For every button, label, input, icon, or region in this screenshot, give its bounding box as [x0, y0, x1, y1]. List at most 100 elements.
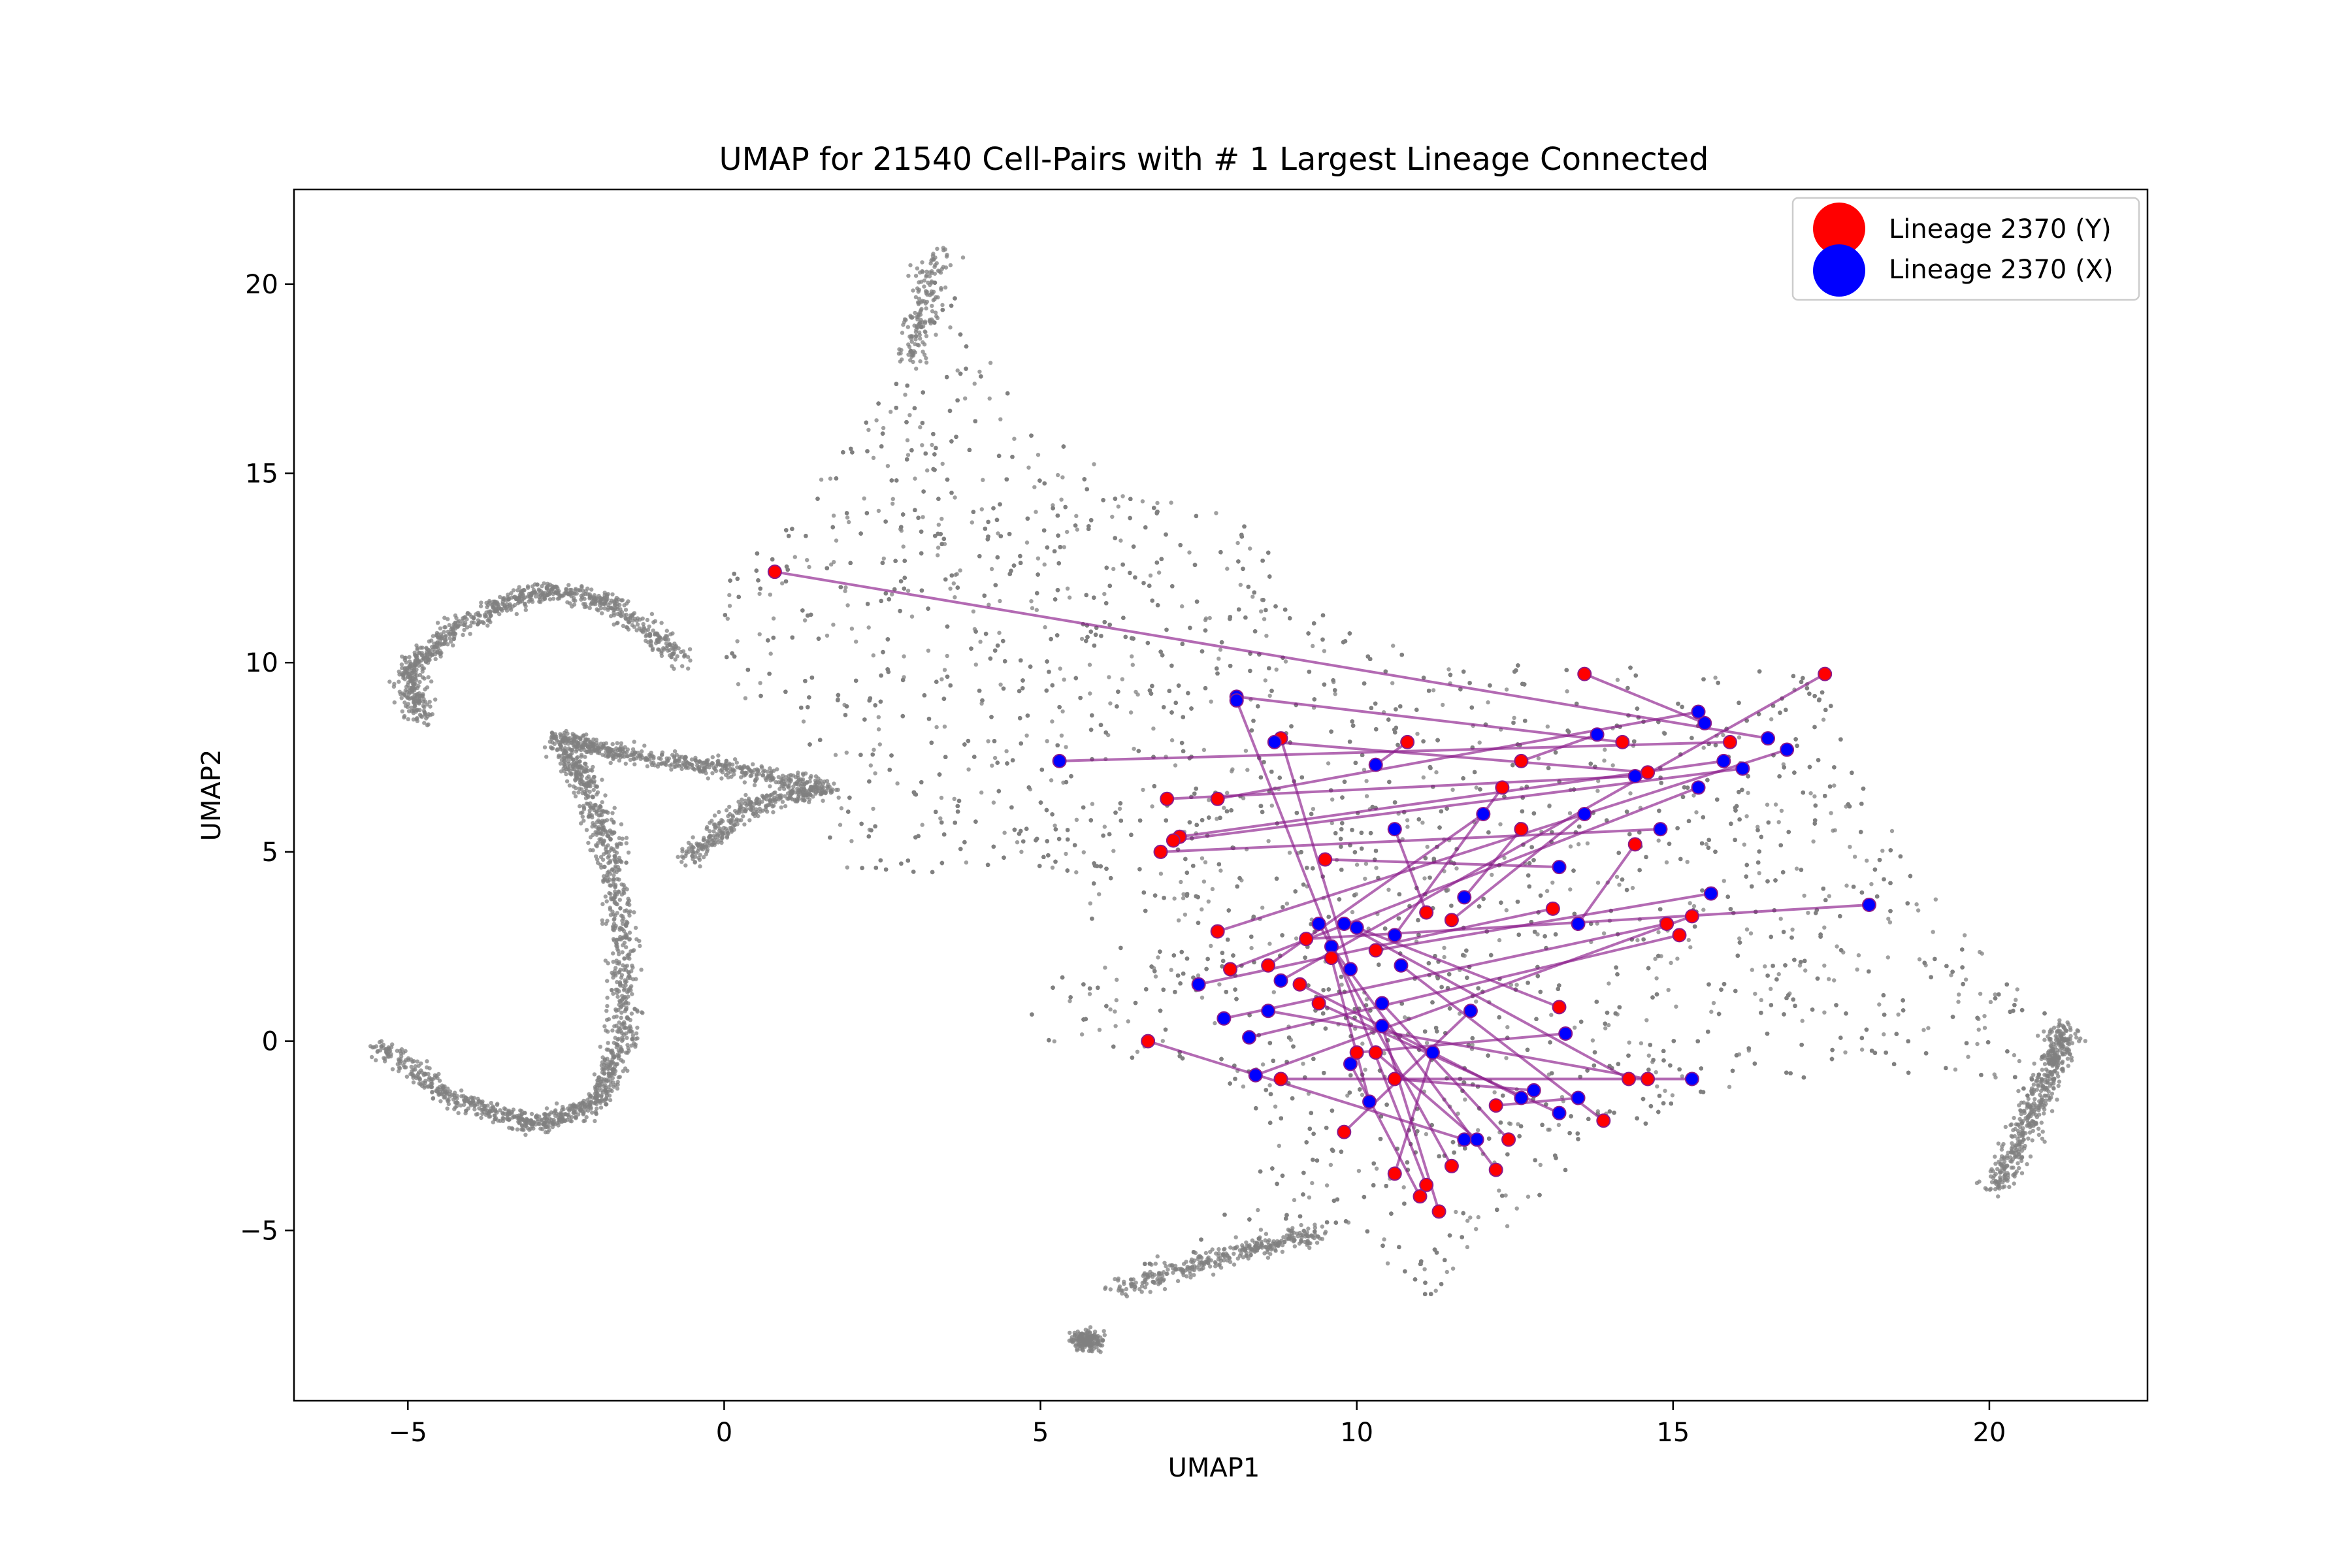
background-cell-point: [725, 616, 730, 621]
background-cell-point: [1092, 462, 1096, 466]
background-cell-point: [1273, 1104, 1278, 1109]
background-cell-point: [1160, 1039, 1166, 1043]
background-cell-point: [1709, 1009, 1714, 1014]
background-cell-point: [1993, 1075, 1998, 1080]
background-cell-point: [1465, 1245, 1470, 1250]
background-cell-point: [1424, 1132, 1429, 1137]
background-cell-point: [2012, 1053, 2017, 1058]
background-cell-point: [1209, 699, 1213, 704]
background-cell-point: [849, 627, 855, 631]
background-cell-point: [871, 653, 876, 658]
background-cell-point: [1422, 876, 1427, 881]
background-cell-point: [845, 515, 850, 520]
background-cell-point: [907, 413, 912, 417]
background-cell-point: [1549, 1013, 1554, 1017]
background-cell-point: [872, 747, 876, 752]
background-cell-point: [1490, 872, 1494, 877]
background-cell-point: [1267, 941, 1272, 946]
background-cell-point: [1120, 494, 1125, 498]
background-cell-point: [1454, 1209, 1458, 1215]
background-cell-point: [1975, 1041, 1980, 1047]
background-cell-point: [1776, 820, 1781, 825]
background-cell-point: [1065, 586, 1070, 591]
background-cell-point: [1565, 689, 1569, 694]
background-cell-point: [921, 515, 925, 519]
background-cell-point: [890, 497, 896, 501]
background-cell-point: [1492, 1090, 1497, 1095]
background-cell-point: [1538, 1162, 1543, 1168]
background-cell-point: [1081, 850, 1086, 855]
background-cell-point: [1043, 625, 1047, 630]
background-cell-point: [1217, 657, 1221, 661]
background-cell-point: [1364, 794, 1369, 798]
background-cell-point: [1993, 992, 1997, 997]
background-cell-point: [1140, 499, 1145, 504]
background-cell-point: [1201, 747, 1207, 753]
background-cell-point: [1474, 999, 1478, 1004]
background-cell-point: [1415, 732, 1420, 736]
background-cell-point: [1688, 945, 1693, 950]
background-cell-point: [1454, 866, 1459, 871]
background-cell-point: [1155, 500, 1160, 506]
background-cell-point: [1117, 806, 1122, 811]
background-cell-point: [1685, 860, 1690, 864]
background-cell-point: [1844, 883, 1849, 888]
background-cell-point: [1504, 908, 1509, 913]
background-cell-point: [1821, 717, 1826, 722]
background-cell-point: [1425, 844, 1429, 849]
background-cell-point: [1210, 887, 1215, 892]
background-cell-point: [1744, 814, 1749, 819]
background-cell-point: [972, 382, 977, 386]
background-cell-point: [1694, 810, 1699, 815]
background-cell-point: [1150, 804, 1154, 809]
background-cell-point: [1345, 1093, 1350, 1098]
background-cell-point: [828, 476, 833, 481]
background-cell-point: [1535, 932, 1540, 937]
background-cell-point: [1675, 956, 1680, 961]
background-cell-point: [992, 755, 998, 760]
background-cell-point: [1058, 666, 1062, 671]
background-cell-point: [1889, 828, 1895, 834]
background-cell-point: [1324, 1183, 1330, 1188]
background-cell-point: [1241, 1084, 1246, 1089]
background-cell-point: [1711, 1001, 1716, 1005]
background-cell-point: [1639, 1041, 1644, 1046]
background-cell-point: [958, 568, 962, 573]
background-cell-point: [1646, 1053, 1651, 1058]
background-cell-point: [1360, 1041, 1365, 1046]
background-cell-point: [1390, 681, 1395, 685]
background-cell-point: [1218, 868, 1223, 873]
background-cell-point: [1203, 860, 1208, 865]
background-cell-point: [847, 519, 851, 525]
background-cell-point: [1034, 608, 1039, 612]
background-cell-point: [1283, 659, 1288, 664]
background-cell-point: [1180, 604, 1184, 609]
background-cell-point: [1026, 465, 1031, 470]
background-cell-point: [845, 865, 850, 870]
background-cell-point: [1169, 738, 1175, 743]
background-cell-point: [727, 604, 732, 608]
background-cell-point: [1691, 793, 1696, 798]
background-cell-point: [926, 648, 931, 653]
background-cell-point: [996, 531, 1000, 536]
background-cell-point: [1424, 1041, 1429, 1045]
background-cell-point: [1225, 791, 1230, 795]
background-cell-point: [1812, 794, 1817, 799]
background-cell-point: [1064, 851, 1068, 857]
background-cell-point: [831, 514, 836, 518]
background-cell-point: [1079, 636, 1085, 642]
background-cell-point: [1264, 634, 1269, 638]
background-cell-point: [1374, 1166, 1379, 1171]
background-cell-point: [1088, 691, 1092, 696]
background-cell-point: [1267, 693, 1272, 698]
background-cell-point: [1669, 960, 1673, 966]
background-cell-point: [1386, 887, 1391, 892]
background-cell-point: [1074, 514, 1079, 518]
background-cell-point: [1114, 998, 1119, 1003]
background-cell-point: [1688, 901, 1692, 906]
background-cell-point: [1585, 841, 1590, 846]
background-cell-point: [881, 556, 887, 561]
background-cell-point: [1243, 749, 1249, 753]
background-cell-point: [890, 592, 894, 596]
background-cell-point: [1241, 796, 1246, 801]
